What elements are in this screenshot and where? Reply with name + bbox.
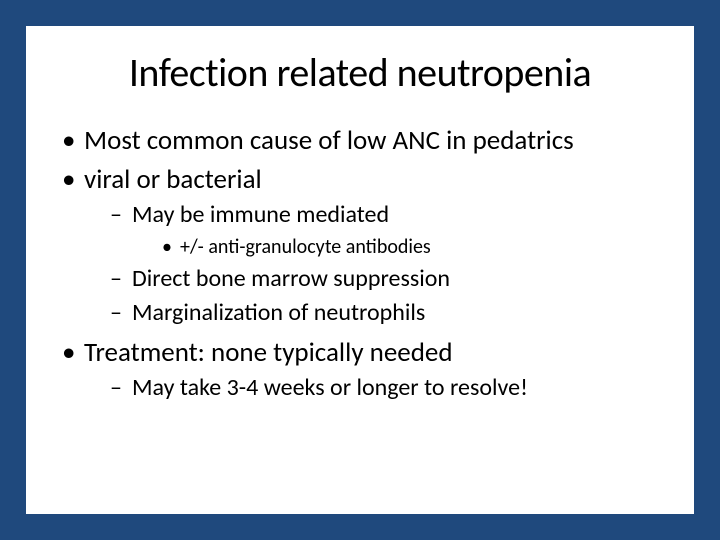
bullet-text: Most common cause of low ANC in pedatric…: [84, 124, 574, 157]
bullet-text: May be immune mediated: [132, 200, 389, 229]
list-item: Direct bone marrow suppression: [108, 263, 664, 295]
list-item: +/- anti-granulocyte antibodies: [156, 234, 664, 261]
bullet-text: Marginalization of neutrophils: [132, 298, 425, 327]
list-item: Most common cause of low ANC in pedatric…: [56, 123, 664, 158]
list-item: viral or bacterial May be immune mediate…: [56, 162, 664, 329]
list-item: May be immune mediated +/- anti-granuloc…: [108, 199, 664, 260]
sub-list: May be immune mediated +/- anti-granuloc…: [108, 199, 664, 329]
bullet-text: viral or bacterial: [84, 163, 262, 196]
bullet-text: Treatment: none typically needed: [84, 336, 453, 369]
slide-container: Infection related neutropenia Most commo…: [0, 0, 720, 540]
bullet-list: Most common cause of low ANC in pedatric…: [56, 123, 664, 405]
sub-sub-list: +/- anti-granulocyte antibodies: [156, 234, 664, 261]
bullet-text: Direct bone marrow suppression: [132, 264, 450, 293]
bullet-text: +/- anti-granulocyte antibodies: [180, 235, 431, 259]
slide-title: Infection related neutropenia: [56, 48, 664, 97]
list-item: Marginalization of neutrophils: [108, 297, 664, 329]
bullet-text: May take 3-4 weeks or longer to resolve!: [132, 373, 528, 402]
list-item: Treatment: none typically needed May tak…: [56, 335, 664, 404]
sub-list: May take 3-4 weeks or longer to resolve!: [108, 372, 664, 404]
list-item: May take 3-4 weeks or longer to resolve!: [108, 372, 664, 404]
